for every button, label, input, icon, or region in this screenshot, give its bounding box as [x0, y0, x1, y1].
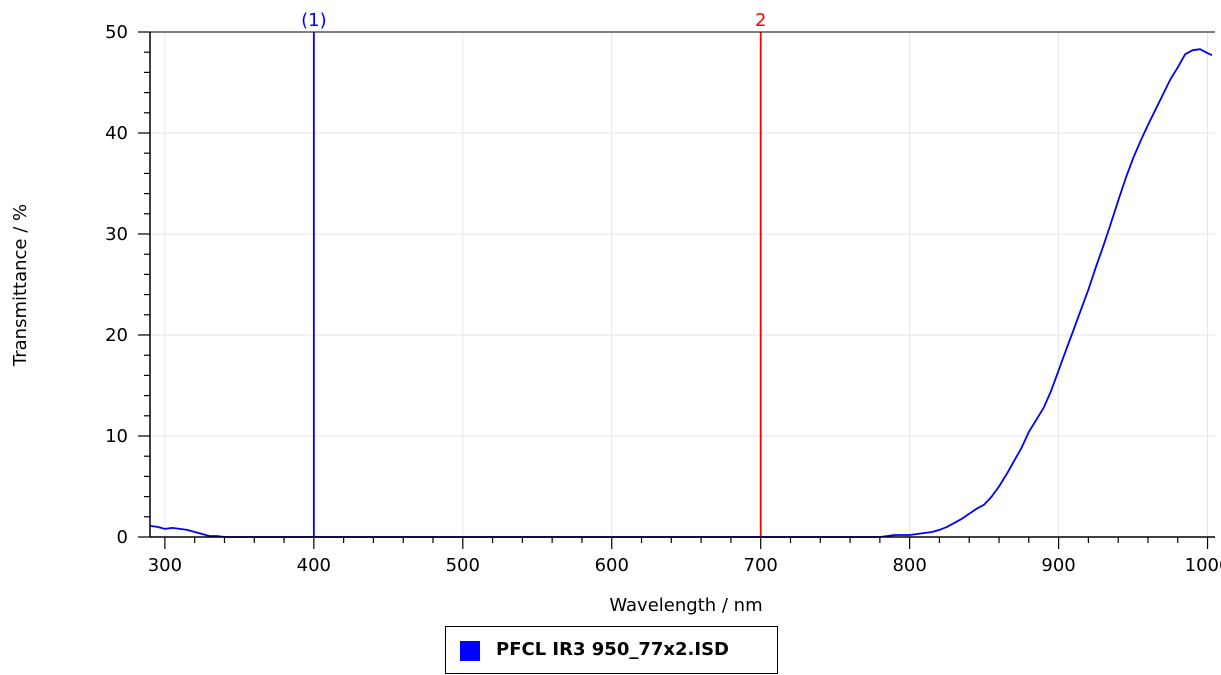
- marker-label: (1): [301, 10, 327, 31]
- y-tick-label: 0: [117, 527, 128, 548]
- legend-label: PFCL IR3 950_77x2.ISD: [496, 639, 729, 660]
- x-tick-label: 1000: [1185, 555, 1221, 576]
- x-tick-label: 400: [297, 555, 331, 576]
- grid: [150, 31, 1215, 538]
- y-tick-label: 10: [105, 426, 128, 447]
- series-layer: [149, 48, 1213, 538]
- marker-lines: (1) 2: [301, 10, 766, 537]
- x-tick-label: 700: [744, 555, 778, 576]
- x-tick-label: 800: [892, 555, 926, 576]
- y-axis-title: Transmittance / %: [10, 204, 31, 367]
- x-tick-label: 300: [148, 555, 182, 576]
- y-tick-label: 40: [105, 123, 128, 144]
- y-tick-label: 20: [105, 325, 128, 346]
- x-tick-label: 600: [595, 555, 629, 576]
- series-line: [149, 48, 1213, 538]
- legend: PFCL IR3 950_77x2.ISD: [445, 626, 778, 674]
- marker-label: 2: [755, 10, 766, 31]
- x-axis-title: Wavelength / nm: [609, 595, 762, 616]
- y-tick-label: 30: [105, 224, 128, 245]
- axes: [138, 31, 1215, 549]
- y-tick-label: 50: [105, 22, 128, 43]
- legend-swatch: [460, 641, 480, 661]
- tick-labels: 0 10 20 30 40 50 300 400 500 600 700 800 900 1000: [105, 22, 1221, 576]
- x-tick-label: 900: [1041, 555, 1075, 576]
- x-tick-label: 500: [446, 555, 480, 576]
